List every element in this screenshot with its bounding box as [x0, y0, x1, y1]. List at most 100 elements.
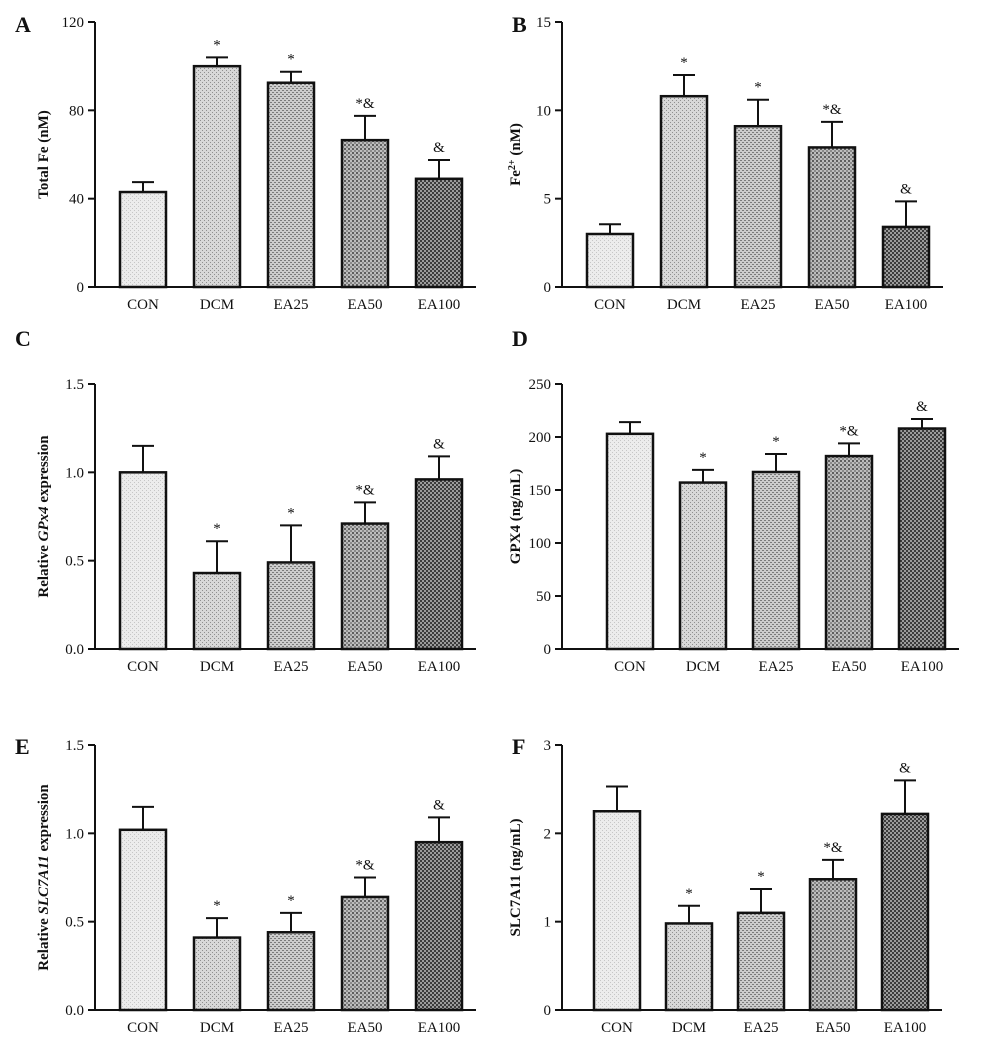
panel-d: D 0 50 100 150 200 250 GPX4 (ng/mL) CON DCM * EA25 *…: [508, 326, 959, 675]
significance-marker: &: [433, 797, 445, 813]
significance-marker: *: [213, 37, 221, 53]
category-label: EA25: [274, 659, 309, 675]
bar-ea25: [266, 931, 316, 1012]
category-label: CON: [127, 1020, 159, 1036]
bar-ea100: [897, 427, 947, 651]
bar-ea100: [414, 177, 464, 289]
category-label: EA50: [348, 297, 383, 313]
y-tick-label: 1.5: [65, 738, 84, 754]
y-tick-label: 1.5: [65, 377, 84, 393]
category-label: DCM: [200, 297, 234, 313]
y-tick-label: 0.0: [65, 1003, 84, 1019]
category-label: EA100: [884, 1020, 927, 1036]
category-label: EA100: [901, 659, 944, 675]
category-label: DCM: [667, 297, 701, 313]
category-label: EA25: [274, 297, 309, 313]
y-axis-label: SLC7A11 (ng/mL): [508, 819, 524, 937]
category-label: EA25: [741, 297, 776, 313]
bar-ea25: [733, 124, 783, 289]
panel-e: E 0.0 0.5 1.0 1.5 Relative SLC7A11 expression…: [15, 734, 476, 1036]
panel-letter: A: [15, 12, 31, 37]
y-axis-label: Total Fe (nM): [36, 110, 52, 199]
y-axis-label: Fe2+ (nM): [507, 123, 525, 186]
significance-marker: *: [287, 893, 295, 909]
y-tick-label: 1.0: [65, 826, 84, 842]
significance-marker: *&: [355, 858, 375, 874]
panel-c: C 0.0 0.5 1.0 1.5 Relative GPx4 expression CON…: [15, 326, 476, 675]
category-label: CON: [594, 297, 626, 313]
significance-marker: &: [900, 181, 912, 197]
bar-ea50: [808, 878, 858, 1012]
bar-ea100: [881, 225, 931, 289]
significance-marker: *&: [839, 423, 859, 439]
y-tick-label: 40: [69, 192, 84, 208]
bar-ea100: [880, 812, 930, 1012]
significance-marker: *: [287, 505, 295, 521]
y-tick-label: 0.0: [65, 642, 84, 658]
y-tick-label: 120: [62, 15, 85, 31]
y-tick-label: 50: [536, 589, 551, 605]
category-label: CON: [601, 1020, 633, 1036]
category-label: EA50: [832, 659, 867, 675]
y-tick-label: 0.5: [65, 554, 84, 570]
bar-ea25: [736, 911, 786, 1012]
bar-ea25: [751, 470, 801, 651]
y-tick-label: 0: [544, 280, 552, 296]
bar-dcm: [192, 936, 242, 1012]
panel-b: B 0 5 10 15 Fe2+ (nM) CON DCM * EA25 * EA50 *& EA100 &: [507, 12, 943, 313]
bar-ea50: [340, 138, 390, 289]
category-label: CON: [614, 659, 646, 675]
significance-marker: *&: [355, 96, 375, 112]
panel-letter: E: [15, 734, 30, 759]
y-tick-label: 100: [529, 536, 552, 552]
bar-ea100: [414, 840, 464, 1012]
panel-letter: B: [512, 12, 527, 37]
category-label: EA100: [885, 297, 928, 313]
y-tick-label: 10: [536, 103, 551, 119]
category-label: EA25: [759, 659, 794, 675]
y-tick-label: 2: [544, 826, 552, 842]
y-tick-label: 0: [544, 642, 552, 658]
panel-a: A 0 40 80 120 Total Fe (nM) CON DCM * EA25 * EA50 *&…: [15, 12, 476, 313]
bar-con: [118, 471, 168, 651]
significance-marker: *: [680, 55, 688, 71]
category-label: EA50: [348, 1020, 383, 1036]
significance-marker: *: [754, 80, 762, 96]
bar-con: [605, 432, 655, 651]
bar-ea50: [340, 895, 390, 1012]
panel-letter: C: [15, 326, 31, 351]
y-tick-label: 1.0: [65, 465, 84, 481]
bar-ea50: [807, 146, 857, 289]
significance-marker: &: [433, 436, 445, 452]
bar-con: [592, 810, 642, 1012]
significance-marker: &: [916, 399, 928, 415]
category-label: EA50: [815, 297, 850, 313]
bar-con: [585, 232, 635, 289]
panel-letter: F: [512, 734, 525, 759]
category-label: EA100: [418, 1020, 461, 1036]
y-tick-label: 0.5: [65, 915, 84, 931]
significance-marker: &: [899, 760, 911, 776]
significance-marker: *: [757, 869, 765, 885]
y-tick-label: 15: [536, 15, 551, 31]
panel-f: F 0 1 2 3 SLC7A11 (ng/mL) CON DCM * EA25 * EA50 *& EA…: [508, 734, 942, 1036]
significance-marker: *: [699, 450, 707, 466]
significance-marker: *: [685, 886, 693, 902]
category-label: DCM: [200, 659, 234, 675]
bar-dcm: [192, 64, 242, 289]
category-label: CON: [127, 659, 159, 675]
y-tick-label: 150: [529, 483, 552, 499]
bar-dcm: [664, 922, 714, 1012]
bar-con: [118, 828, 168, 1012]
significance-marker: *&: [355, 482, 375, 498]
significance-marker: &: [433, 140, 445, 156]
category-label: EA50: [816, 1020, 851, 1036]
y-axis-label: GPX4 (ng/mL): [508, 469, 524, 564]
bar-ea100: [414, 478, 464, 651]
category-label: DCM: [200, 1020, 234, 1036]
y-tick-label: 3: [544, 738, 552, 754]
category-label: DCM: [686, 659, 720, 675]
category-label: CON: [127, 297, 159, 313]
